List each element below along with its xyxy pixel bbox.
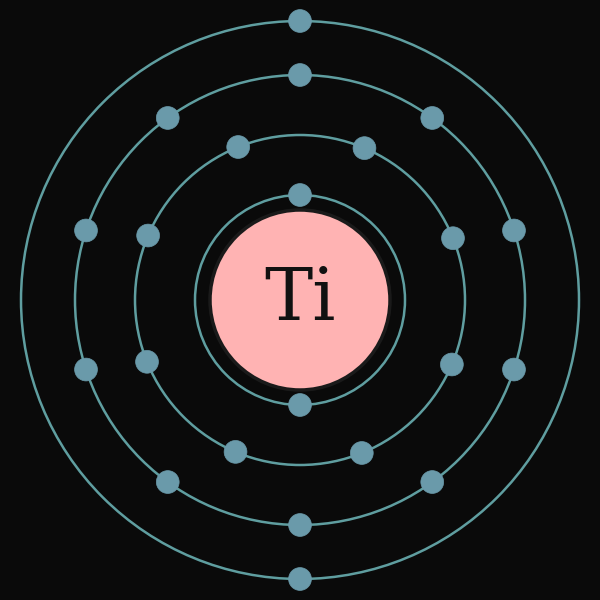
Circle shape [440,353,463,376]
Circle shape [421,107,443,130]
Circle shape [210,210,390,390]
Circle shape [136,350,158,373]
Circle shape [442,227,464,250]
Circle shape [289,514,311,536]
Circle shape [74,219,97,242]
Circle shape [74,358,97,381]
Circle shape [350,442,373,464]
Circle shape [503,358,526,381]
Circle shape [289,568,311,590]
Circle shape [353,137,376,160]
Circle shape [503,219,526,242]
Circle shape [227,136,250,158]
Circle shape [289,64,311,86]
Circle shape [289,394,311,416]
Circle shape [157,107,179,130]
Circle shape [289,184,311,206]
Text: Ti: Ti [265,265,335,335]
Circle shape [289,10,311,32]
Circle shape [137,224,160,247]
Circle shape [224,440,247,463]
Circle shape [157,470,179,493]
Circle shape [421,470,443,493]
